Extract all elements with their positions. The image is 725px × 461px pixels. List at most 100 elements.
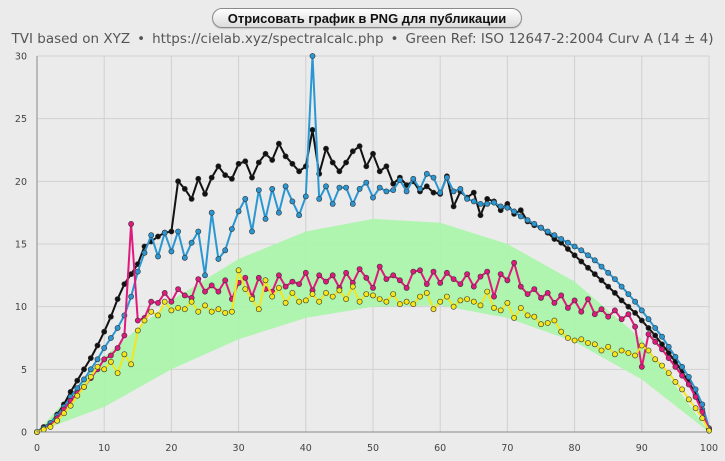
series-point xyxy=(296,168,302,175)
series-point xyxy=(228,226,235,232)
series-point xyxy=(181,306,188,313)
series-point xyxy=(249,296,255,302)
series-point xyxy=(685,396,692,403)
series-point xyxy=(61,410,67,417)
series-point xyxy=(121,332,128,339)
series-point xyxy=(457,297,464,304)
series-point xyxy=(390,291,397,297)
series-point xyxy=(134,327,141,334)
series-point xyxy=(645,347,652,354)
series-point xyxy=(336,184,343,191)
reference-band xyxy=(37,218,709,432)
series-point xyxy=(161,229,168,236)
series-point xyxy=(208,282,215,289)
x-tick-label: 40 xyxy=(300,443,312,454)
series-point xyxy=(538,224,544,231)
series-point xyxy=(235,160,242,167)
series-point xyxy=(349,200,356,207)
series-point xyxy=(410,268,417,275)
series-point xyxy=(450,203,457,210)
series-point xyxy=(618,283,625,290)
series-point xyxy=(645,331,652,338)
series-point xyxy=(417,267,423,274)
x-tick-label: 70 xyxy=(501,443,513,454)
series-point xyxy=(578,258,585,265)
series-point xyxy=(363,291,370,297)
series-point xyxy=(410,301,417,308)
series-point xyxy=(517,213,524,220)
series-point xyxy=(565,239,571,246)
series-point xyxy=(598,277,605,284)
series-point xyxy=(679,386,685,393)
series-point xyxy=(638,307,645,314)
series-point xyxy=(376,184,383,191)
series-point xyxy=(484,195,491,202)
series-point xyxy=(390,272,397,279)
series-point xyxy=(101,356,108,363)
series-point xyxy=(363,274,370,281)
series-point xyxy=(134,317,141,324)
series-point xyxy=(370,150,376,157)
series-point xyxy=(396,177,403,183)
chart-subtitle: TVI based on XYZ • https://cielab.xyz/spec… xyxy=(0,31,725,47)
series-point xyxy=(329,200,336,207)
series-point xyxy=(598,306,605,313)
series-point xyxy=(645,325,652,331)
series-point xyxy=(155,253,161,260)
series-point xyxy=(410,175,417,182)
series-point xyxy=(504,299,511,306)
series-point xyxy=(504,204,511,211)
series-point xyxy=(538,294,544,301)
series-point xyxy=(87,373,94,380)
series-point xyxy=(289,198,296,205)
series-point xyxy=(477,302,484,309)
series-point xyxy=(565,304,571,311)
series-point xyxy=(269,185,276,192)
series-point xyxy=(121,281,128,287)
series-point xyxy=(403,188,410,195)
series-point xyxy=(544,289,551,296)
series-point xyxy=(605,313,612,320)
x-tick-label: 80 xyxy=(569,443,581,454)
series-point xyxy=(275,284,282,291)
series-point xyxy=(255,274,262,281)
series-point xyxy=(161,289,168,296)
series-point xyxy=(565,335,571,341)
series-point xyxy=(396,277,403,284)
series-point xyxy=(403,284,410,291)
series-point xyxy=(585,264,591,271)
series-point xyxy=(141,317,148,324)
series-point xyxy=(612,289,618,296)
series-point xyxy=(208,308,215,315)
series-point xyxy=(591,341,598,348)
series-point xyxy=(235,267,242,274)
series-point xyxy=(571,252,578,259)
series-point xyxy=(484,200,491,207)
x-tick-label: 90 xyxy=(636,443,648,454)
series-point xyxy=(430,189,437,196)
series-point xyxy=(652,338,659,345)
series-point xyxy=(437,279,444,286)
series-point xyxy=(228,175,235,182)
series-point xyxy=(329,272,336,279)
series-point xyxy=(531,220,538,227)
series-point xyxy=(477,200,484,207)
series-point xyxy=(524,217,531,224)
subtitle-source-url: https://cielab.xyz/spectralcalc.php xyxy=(152,31,384,47)
series-point xyxy=(87,355,94,361)
subtitle-separator: • xyxy=(137,31,146,47)
series-point xyxy=(94,363,101,370)
series-point xyxy=(255,306,262,313)
series-point xyxy=(585,252,591,259)
series-point xyxy=(175,286,181,292)
series-point xyxy=(349,148,356,155)
series-point xyxy=(638,317,645,324)
render-png-button[interactable]: Отрисовать график в PNG для публикации xyxy=(212,8,522,28)
series-point xyxy=(54,417,61,424)
series-point xyxy=(376,168,383,175)
series-point xyxy=(316,298,323,305)
series-point xyxy=(128,293,134,300)
series-point xyxy=(605,343,612,350)
series-point xyxy=(672,363,679,370)
series-point xyxy=(403,298,410,305)
